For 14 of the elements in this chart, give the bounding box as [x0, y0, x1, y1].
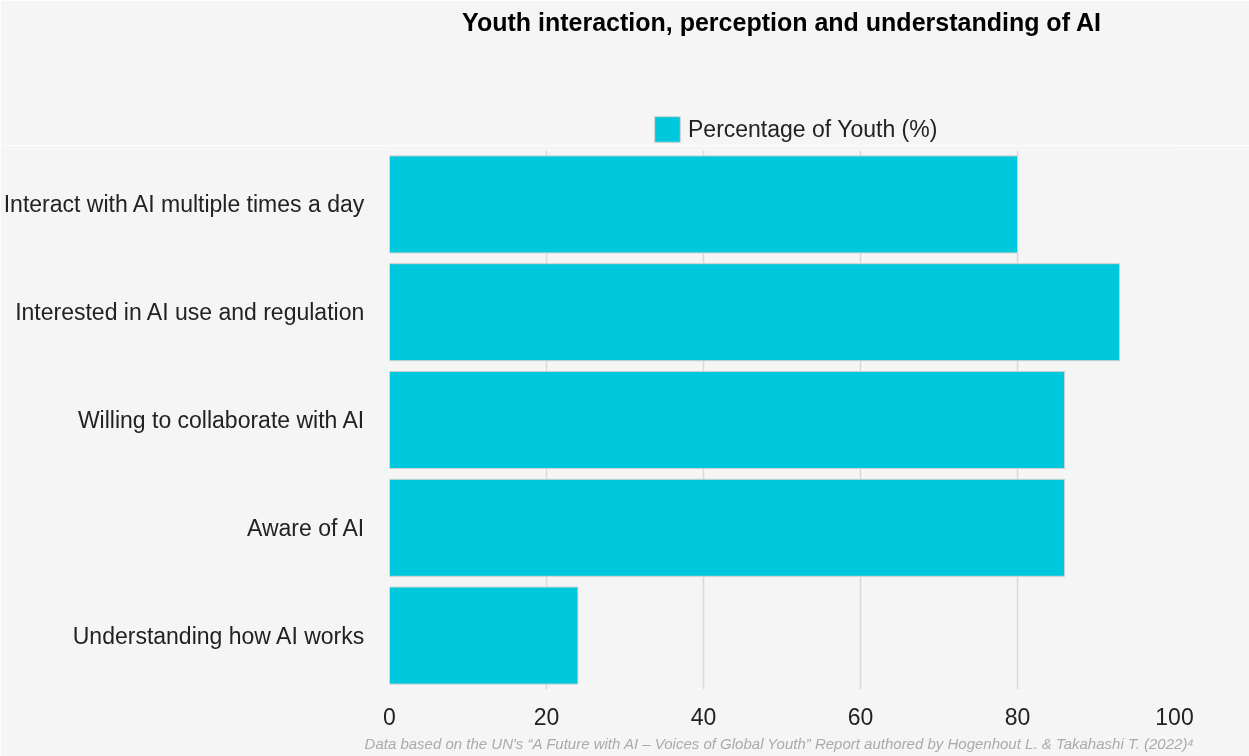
x-tick-label: 40 — [690, 703, 717, 730]
chart-title: Youth interaction, perception and understanding of AI — [462, 7, 1101, 36]
x-tick-label: 80 — [1004, 703, 1031, 730]
x-tick-label: 0 — [383, 703, 396, 730]
y-tick-label: Interact with AI multiple times a day — [3, 191, 365, 218]
text: Data based on the UN's “A Future with AI – Voices of Global Youth” Report authored by Hogenhout L. & Takahashi T. (2022)⁴ — [364, 734, 1194, 752]
y-tick-label: Interested in AI use and regulation — [15, 299, 365, 326]
y-tick-label: Willing to collaborate with AI — [77, 407, 365, 433]
legend-label: Percentage of Youth (%) — [688, 115, 938, 143]
x-tick-label: 100 — [1155, 703, 1194, 730]
x-tick-label: 60 — [847, 703, 874, 730]
x-tick-label: 20 — [533, 703, 560, 730]
y-tick-label: Understanding how AI works — [72, 622, 365, 649]
y-tick-label: Aware of AI — [247, 514, 365, 541]
